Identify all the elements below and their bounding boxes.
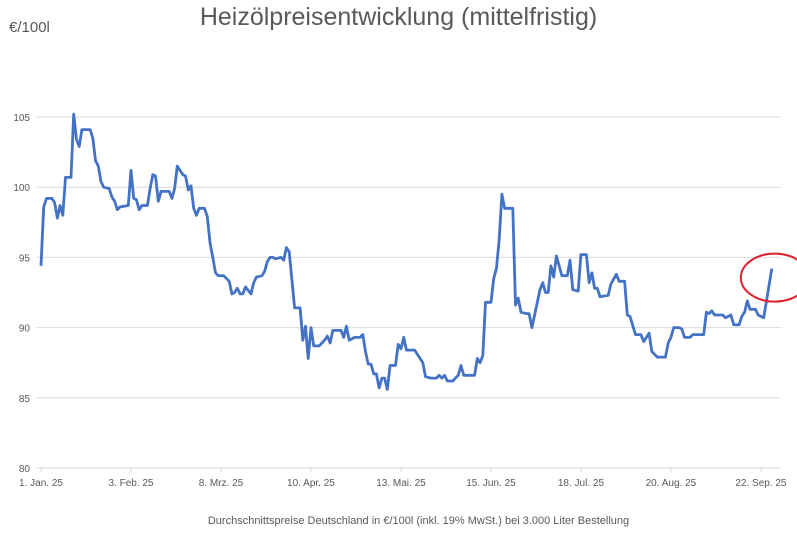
y-tick-label: 95: [19, 253, 31, 264]
x-tick-label: 20. Aug. 25: [646, 478, 697, 489]
y-tick-label: 85: [19, 394, 31, 405]
y-tick-label: 80: [19, 464, 31, 475]
x-tick-label: 8. Mrz. 25: [199, 478, 244, 489]
x-tick-label: 18. Jul. 25: [558, 478, 605, 489]
x-tick-label: 10. Apr. 25: [287, 478, 335, 489]
x-tick-label: 22. Sep. 25: [735, 478, 787, 489]
y-axis-label: €/100l: [9, 19, 50, 36]
y-tick-label: 100: [13, 183, 30, 194]
y-tick-label: 105: [13, 113, 30, 124]
highlight-circle: [739, 252, 797, 303]
y-tick-label: 90: [19, 324, 31, 335]
x-axis-caption: Durchschnittspreise Deutschland in €/100…: [207, 515, 630, 527]
x-tick-label: 1. Jan. 25: [19, 478, 63, 489]
x-tick-label: 13. Mai. 25: [376, 478, 426, 489]
chart-title: Heizölpreisentwicklung (mittelfristig): [199, 3, 598, 31]
x-tick-label: 15. Jun. 25: [466, 478, 516, 489]
x-tick-label: 3. Feb. 25: [108, 478, 153, 489]
series-line: [39, 112, 774, 391]
